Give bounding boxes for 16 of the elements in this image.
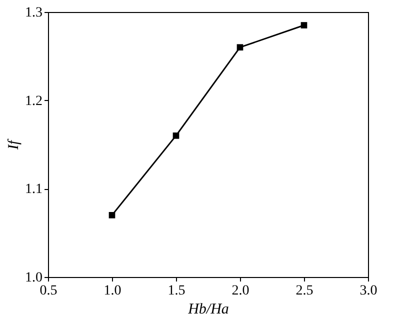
- x-tick-label: 1.0: [104, 284, 122, 298]
- x-tick-label: 2.0: [232, 284, 250, 298]
- x-tick-label: 0.5: [40, 284, 58, 298]
- point: [236, 44, 244, 50]
- y-tick-label: 1.1: [25, 182, 42, 198]
- y-tick-label: 1.3: [25, 6, 42, 20]
- point: [108, 212, 116, 218]
- x-tick-label: 1.5: [168, 284, 186, 298]
- x-tick-label: 3.0: [360, 284, 378, 298]
- y-axis-title: If: [6, 138, 22, 151]
- y-tick-label: 1.2: [25, 94, 42, 109]
- y-tick-label: 1.0: [25, 270, 42, 286]
- point: [300, 22, 308, 28]
- x-axis-title: Hb/Ha: [187, 302, 229, 318]
- point: [172, 132, 180, 139]
- x-tick-label: 2.5: [296, 284, 314, 298]
